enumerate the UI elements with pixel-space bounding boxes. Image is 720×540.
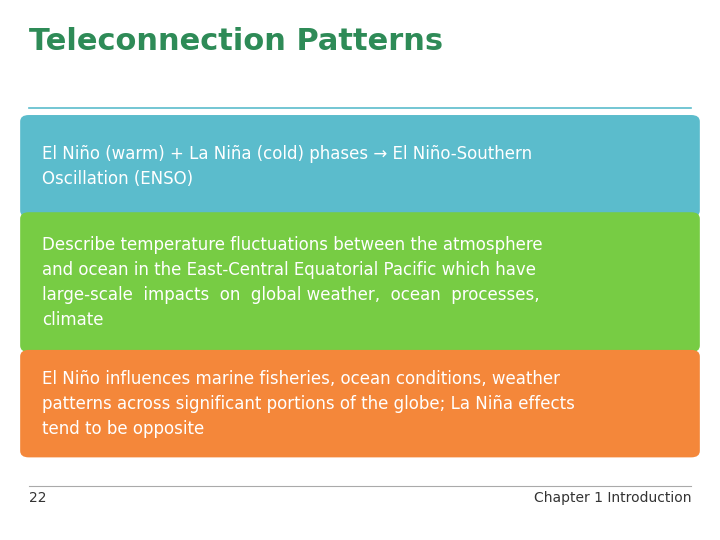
Text: 22: 22 — [29, 491, 46, 505]
FancyBboxPatch shape — [20, 115, 700, 217]
Text: El Niño (warm) + La Niña (cold) phases → El Niño-Southern
Oscillation (ENSO): El Niño (warm) + La Niña (cold) phases →… — [42, 145, 532, 187]
Text: Teleconnection Patterns: Teleconnection Patterns — [29, 27, 443, 56]
FancyBboxPatch shape — [20, 350, 700, 457]
Text: Describe temperature fluctuations between the atmosphere
and ocean in the East-C: Describe temperature fluctuations betwee… — [42, 235, 542, 329]
FancyBboxPatch shape — [20, 212, 700, 352]
Text: El Niño influences marine fisheries, ocean conditions, weather
patterns across s: El Niño influences marine fisheries, oce… — [42, 370, 575, 437]
Text: Chapter 1 Introduction: Chapter 1 Introduction — [534, 491, 691, 505]
